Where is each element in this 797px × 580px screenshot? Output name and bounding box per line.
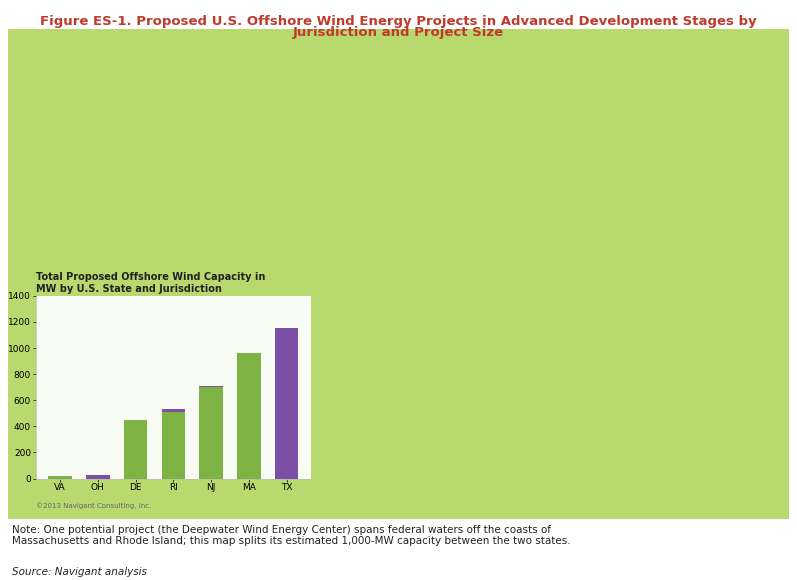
Bar (275, 328, 298, 478)
Bar (162, 412, 185, 478)
Text: Source: Navigant analysis: Source: Navigant analysis (12, 567, 147, 577)
Text: Jurisdiction and Project Size: Jurisdiction and Project Size (293, 26, 504, 39)
Bar (238, 353, 261, 478)
Bar (162, 409, 185, 412)
Text: Total Proposed Offshore Wind Capacity in
MW by U.S. State and Jurisdiction: Total Proposed Offshore Wind Capacity in… (36, 272, 265, 293)
Text: Figure ES-1. Proposed U.S. Offshore Wind Energy Projects in Advanced Development: Figure ES-1. Proposed U.S. Offshore Wind… (40, 14, 757, 27)
Bar (199, 387, 223, 478)
Bar (199, 386, 223, 387)
Bar (49, 476, 72, 478)
Bar (124, 420, 147, 478)
Text: ©2013 Navigant Consulting, Inc.: ©2013 Navigant Consulting, Inc. (36, 502, 151, 509)
Bar (86, 474, 109, 478)
Text: Note: One potential project (the Deepwater Wind Energy Center) spans federal wat: Note: One potential project (the Deepwat… (12, 525, 571, 546)
